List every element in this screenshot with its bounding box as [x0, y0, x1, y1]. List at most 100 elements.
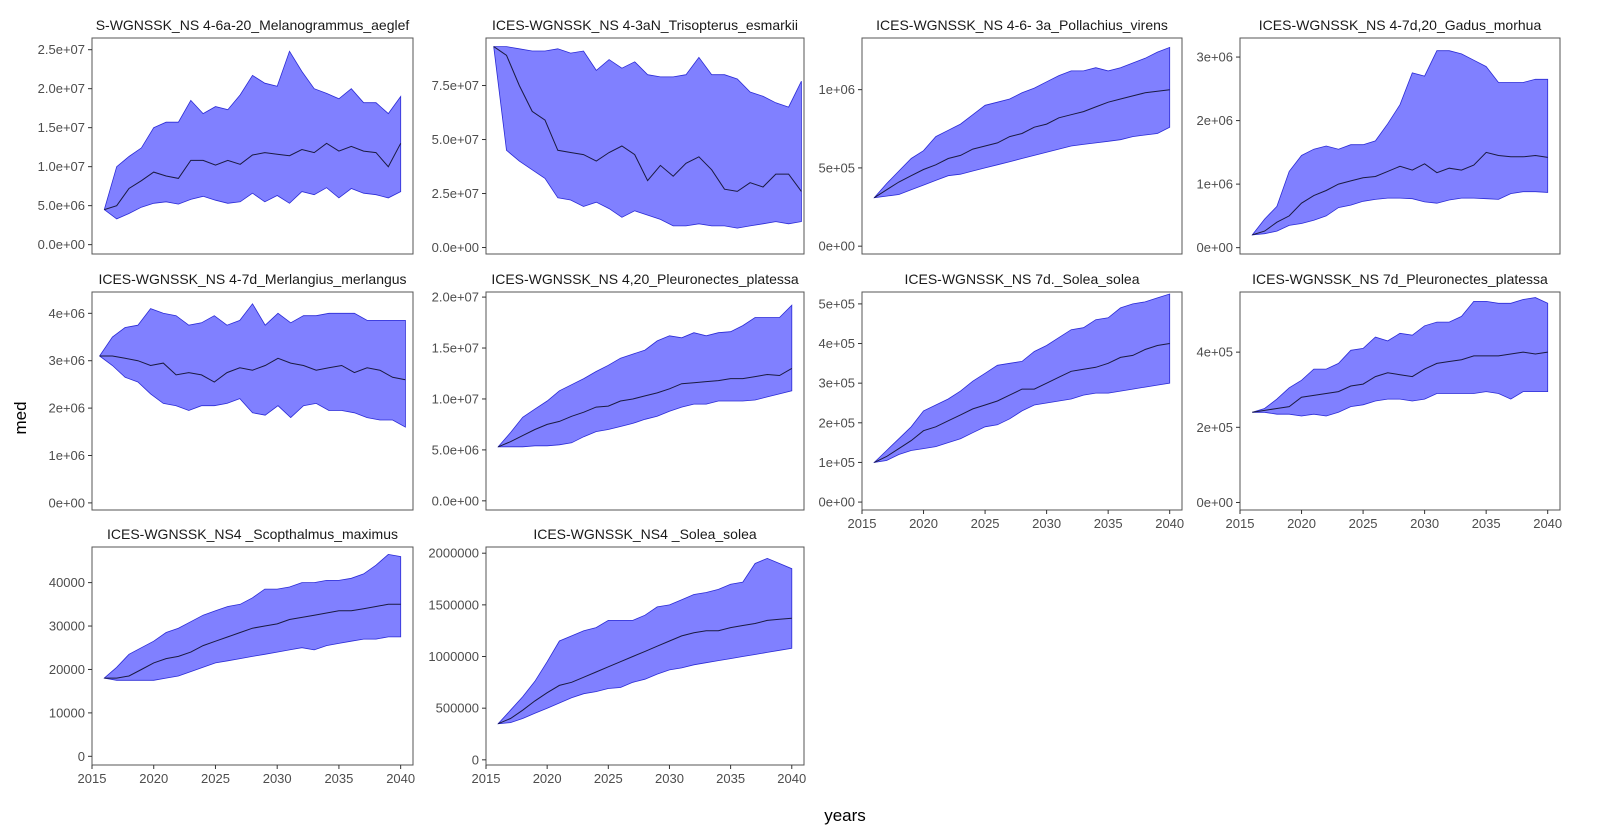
- x-tick-label: 2035: [716, 771, 745, 786]
- facet-panel: S-WGNSSK_NS 4-6a-20_Melanogrammus_aeglef…: [38, 17, 414, 255]
- y-axis-title: med: [11, 401, 30, 434]
- y-tick-label: 5e+05: [818, 160, 855, 175]
- y-tick-label: 3e+06: [48, 353, 85, 368]
- median-line: [104, 603, 401, 679]
- panel-title: ICES-WGNSSK_NS 4-6- 3a_Pollachius_virens: [876, 17, 1168, 33]
- y-tick-label: 4e+06: [48, 306, 85, 321]
- x-tick-label: 2025: [1349, 516, 1378, 531]
- y-tick-label: 7.5e+07: [432, 78, 479, 93]
- x-tick-label: 2030: [263, 771, 292, 786]
- y-tick-label: 0e+00: [1196, 240, 1233, 255]
- x-tick-label: 2020: [1287, 516, 1316, 531]
- x-tick-label: 2025: [971, 516, 1000, 531]
- y-tick-label: 5e+05: [818, 296, 855, 311]
- median-line: [493, 46, 802, 192]
- facet-panel: ICES-WGNSSK_NS4 _Solea_solea 0 500000 10000…: [428, 526, 806, 786]
- y-tick-label: 1000000: [428, 649, 479, 664]
- x-tick-label: 2025: [594, 771, 623, 786]
- y-tick-label: 0e+00: [818, 239, 855, 254]
- y-tick-label: 4e+05: [818, 336, 855, 351]
- x-tick-label: 2040: [1533, 516, 1562, 531]
- confidence-band: [497, 557, 793, 725]
- y-tick-label: 2e+05: [1196, 420, 1233, 435]
- y-tick-label: 5.0e+06: [38, 198, 85, 213]
- median-line: [99, 355, 406, 383]
- x-tick-label: 2015: [78, 771, 107, 786]
- panel-frame: [485, 546, 805, 766]
- facet-panel: ICES-WGNSSK_NS 7d._Solea_solea 0e+00 1e+05…: [818, 271, 1184, 531]
- x-tick-label: 2020: [533, 771, 562, 786]
- x-tick-label: 2020: [139, 771, 168, 786]
- panel-frame: [485, 37, 805, 255]
- confidence-band: [99, 303, 406, 428]
- median-line: [874, 89, 1170, 199]
- x-tick-label: 2030: [1410, 516, 1439, 531]
- y-tick-label: 500000: [436, 701, 479, 716]
- confidence-band: [1252, 297, 1549, 417]
- y-tick-label: 1500000: [428, 597, 479, 612]
- confidence-band: [1251, 50, 1549, 236]
- y-tick-label: 1.5e+07: [38, 120, 85, 135]
- panel-frame: [861, 291, 1183, 511]
- y-tick-label: 1e+06: [1196, 177, 1233, 192]
- y-tick-label: 2e+06: [1196, 113, 1233, 128]
- y-tick-label: 2e+05: [818, 415, 855, 430]
- panel-title: S-WGNSSK_NS 4-6a-20_Melanogrammus_aeglef: [96, 17, 410, 33]
- x-tick-label: 2030: [655, 771, 684, 786]
- facet-panel: ICES-WGNSSK_NS 4,20_Pleuronectes_platess…: [432, 271, 805, 511]
- median-line: [1252, 151, 1548, 236]
- y-tick-label: 10000: [49, 705, 85, 720]
- confidence-band: [103, 553, 402, 681]
- median-line: [104, 142, 402, 211]
- y-tick-label: 0.0e+00: [432, 493, 479, 508]
- panel-title: ICES-WGNSSK_NS 7d_Pleuronectes_platessa: [1252, 271, 1548, 287]
- y-tick-label: 0e+00: [818, 495, 855, 510]
- y-tick-label: 5.0e+06: [432, 442, 479, 457]
- x-tick-label: 2020: [909, 516, 938, 531]
- y-tick-label: 1e+06: [818, 82, 855, 97]
- facet-panel: ICES-WGNSSK_NS4 _Scopthalmus_maximus 0 100…: [49, 526, 415, 786]
- y-tick-label: 0: [472, 752, 479, 767]
- confidence-band: [873, 46, 1171, 199]
- x-tick-label: 2040: [1155, 516, 1184, 531]
- panel-frame: [861, 37, 1183, 255]
- y-tick-label: 0e+00: [1196, 495, 1233, 510]
- facet-panel: ICES-WGNSSK_NS 7d_Pleuronectes_platessa 0…: [1196, 271, 1562, 531]
- panel-title: ICES-WGNSSK_NS4 _Solea_solea: [533, 526, 757, 542]
- y-tick-label: 2.0e+07: [38, 81, 85, 96]
- confidence-band: [497, 304, 793, 448]
- median-line: [498, 617, 792, 725]
- panel-frame: [1239, 37, 1561, 255]
- x-tick-label: 2025: [201, 771, 230, 786]
- confidence-band: [103, 50, 402, 220]
- panel-frame: [91, 546, 414, 766]
- panel-frame: [1239, 291, 1561, 511]
- x-tick-label: 2040: [386, 771, 415, 786]
- y-tick-label: 30000: [49, 619, 85, 634]
- panel-grid: S-WGNSSK_NS 4-6a-20_Melanogrammus_aeglef…: [38, 17, 1563, 786]
- median-line: [874, 343, 1170, 463]
- x-axis-title: years: [824, 806, 866, 825]
- y-tick-label: 1.5e+07: [432, 341, 479, 356]
- confidence-band: [493, 46, 802, 229]
- facet-panel: ICES-WGNSSK_NS 4-7d,20_Gadus_morhua 0e+00…: [1196, 17, 1561, 255]
- y-tick-label: 2.5e+07: [432, 186, 479, 201]
- panel-frame: [91, 37, 414, 255]
- panel-title: ICES-WGNSSK_NS 4-3aN_Trisopterus_esmarki…: [492, 17, 798, 33]
- x-tick-label: 2035: [324, 771, 353, 786]
- confidence-band: [873, 293, 1171, 463]
- y-tick-label: 1.0e+07: [38, 159, 85, 174]
- x-tick-label: 2035: [1472, 516, 1501, 531]
- facet-panel: ICES-WGNSSK_NS 4-6- 3a_Pollachius_virens…: [818, 17, 1183, 255]
- y-tick-label: 20000: [49, 662, 85, 677]
- panel-frame: [91, 291, 414, 511]
- x-tick-label: 2030: [1032, 516, 1061, 531]
- y-tick-label: 0.0e+00: [38, 237, 85, 252]
- y-tick-label: 40000: [49, 575, 85, 590]
- panel-title: ICES-WGNSSK_NS4 _Scopthalmus_maximus: [107, 526, 398, 542]
- y-tick-label: 2.0e+07: [432, 290, 479, 305]
- y-tick-label: 4e+05: [1196, 345, 1233, 360]
- x-tick-label: 2015: [848, 516, 877, 531]
- facet-panel: ICES-WGNSSK_NS 4-3aN_Trisopterus_esmarki…: [432, 17, 805, 255]
